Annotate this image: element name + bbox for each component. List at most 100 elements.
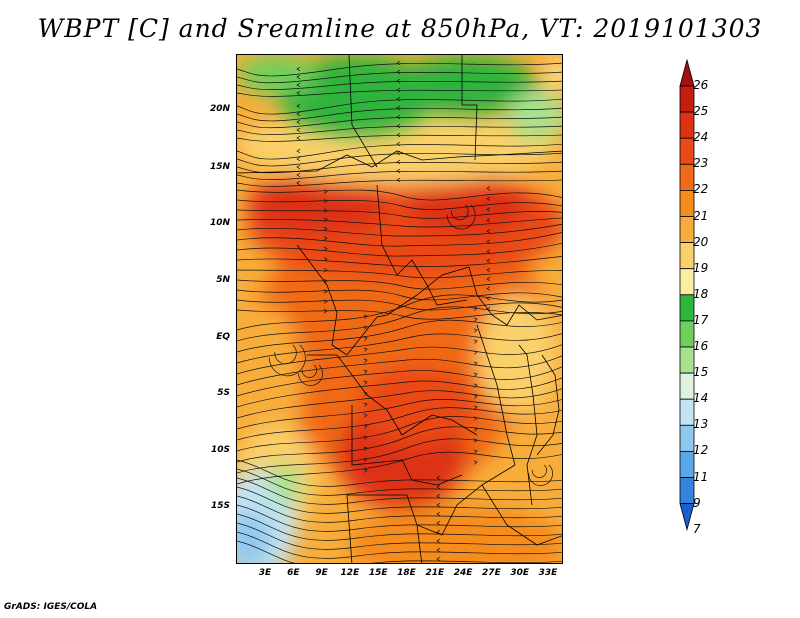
streamline-arrow <box>296 90 301 96</box>
streamline-arrow <box>396 168 401 174</box>
colorbar-label: 11 <box>693 469 709 484</box>
streamline-arrow <box>296 180 301 186</box>
streamline-arrow <box>323 236 328 241</box>
streamline-arrow <box>296 119 301 125</box>
streamline-arrow <box>473 438 478 443</box>
streamline <box>237 309 562 320</box>
streamline-arrow <box>363 468 368 473</box>
streamline-arrow <box>473 449 478 454</box>
streamline-arrow <box>396 96 401 102</box>
streamline <box>237 540 562 563</box>
streamline-arrow <box>486 218 491 223</box>
lon-tick-label: 24E <box>453 568 473 578</box>
streamline <box>237 495 562 523</box>
streamline-arrow <box>486 296 491 301</box>
lon-tick-label: 15E <box>368 568 388 578</box>
streamline <box>237 189 562 201</box>
streamline <box>237 486 562 514</box>
streamline-arrow <box>486 239 491 244</box>
lat-tick-label: 20N <box>209 104 230 114</box>
lat-tick-label: 15N <box>209 162 230 172</box>
streamline-arrow <box>363 380 368 385</box>
streamline-arrow <box>473 328 478 333</box>
streamline <box>237 170 562 180</box>
streamline <box>237 217 562 228</box>
streamline-arrow <box>436 556 441 562</box>
streamline-arrow <box>486 286 491 291</box>
streamline <box>237 513 562 541</box>
streamline <box>237 388 562 419</box>
streamline-arrow <box>363 446 368 451</box>
colorbar-label: 24 <box>693 130 709 145</box>
colorbar-label: 16 <box>693 339 709 353</box>
colorbar-swatch <box>679 137 695 165</box>
colorbar-label: 23 <box>693 156 709 171</box>
lat-tick-label: 15S <box>210 501 230 511</box>
streamline <box>446 204 476 230</box>
streamline-arrow <box>363 336 368 341</box>
streamline <box>237 377 562 408</box>
colorbar-swatch <box>679 216 695 244</box>
streamline-arrow <box>323 226 328 231</box>
streamline <box>237 199 562 210</box>
streamline-arrow <box>363 457 368 462</box>
lat-tick-label: 10S <box>210 445 230 455</box>
lon-tick-label: 6E <box>287 568 300 578</box>
colorbar-swatch <box>679 294 695 322</box>
colorbar-swatch <box>679 424 695 452</box>
streamline-arrow <box>486 267 491 272</box>
green-zone-north <box>237 55 562 140</box>
streamline-arrow <box>473 361 478 366</box>
streamline <box>237 232 562 247</box>
streamline-arrow <box>436 502 441 508</box>
streamline-arrow <box>473 339 478 344</box>
colorbar-label: 14 <box>693 391 709 406</box>
streamline <box>451 204 469 220</box>
streamline-arrow <box>363 424 368 429</box>
streamline-arrow <box>323 308 328 314</box>
streamline-arrow <box>323 289 328 294</box>
streamline-arrow <box>363 314 368 319</box>
streamline <box>237 477 562 505</box>
streamline-arrow <box>396 177 401 183</box>
wbpt-streamline-map <box>237 55 562 563</box>
streamline-arrow <box>296 127 301 133</box>
streamline-arrow <box>473 460 478 465</box>
streamline <box>237 522 562 550</box>
lat-tick-label: 5N <box>216 275 230 285</box>
streamline <box>237 416 562 452</box>
lon-tick-label: 18E <box>397 568 416 578</box>
streamline <box>237 269 562 279</box>
streamline-arrow <box>473 372 478 377</box>
streamline-arrow <box>486 276 491 282</box>
streamline-arrow <box>296 156 301 162</box>
lon-tick-label: 30E <box>510 568 530 578</box>
streamline-arrow <box>436 493 441 499</box>
streamline-arrow <box>296 148 301 154</box>
country-borders <box>237 55 562 563</box>
streamline-arrow <box>486 249 491 254</box>
lon-tick-label: 27E <box>482 568 501 578</box>
streamline-arrow <box>396 105 401 111</box>
streamline-arrow <box>323 189 328 194</box>
lat-tick-label: 10N <box>209 218 230 228</box>
streamline <box>269 344 306 377</box>
streamline-arrow <box>296 74 301 80</box>
lon-tick-label: 33E <box>538 568 558 578</box>
streamline-arrow <box>396 87 401 93</box>
streamline <box>237 407 562 441</box>
colorbar <box>679 58 695 532</box>
streamline-arrow <box>396 60 401 66</box>
streamline <box>237 426 562 463</box>
streamline <box>237 451 562 485</box>
streamline-arrow <box>396 114 401 120</box>
streamline-arrow <box>363 358 368 363</box>
streamline <box>237 98 562 115</box>
streamline <box>301 364 317 378</box>
streamline-arrow <box>486 229 491 234</box>
colorbar-swatch <box>679 163 695 191</box>
streamline <box>237 179 562 187</box>
streamline-arrow <box>323 208 328 213</box>
colorbar-swatch <box>679 398 695 426</box>
streamline-arrow <box>396 123 401 129</box>
